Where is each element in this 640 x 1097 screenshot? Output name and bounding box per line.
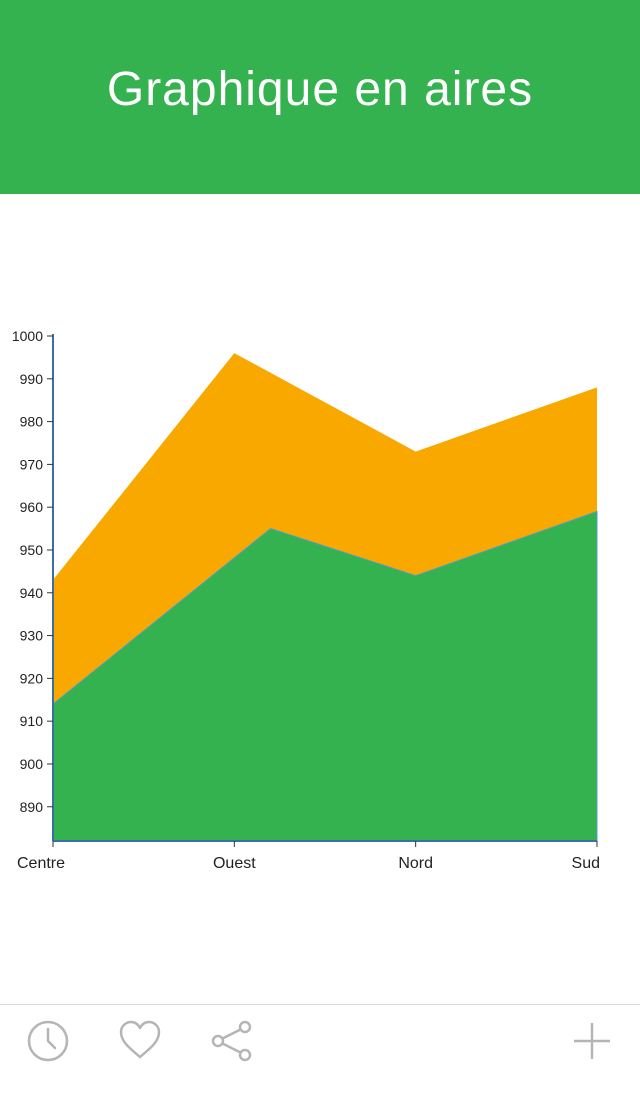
y-tick-label: 980 [20,414,44,430]
x-tick-label: Ouest [213,855,256,872]
share-icon[interactable] [210,1019,254,1063]
x-tick-label: Nord [398,855,433,872]
bottom-toolbar [0,1004,640,1097]
y-tick-label: 920 [20,670,44,686]
page-title: Graphique en aires [106,62,534,116]
area-chart: 890 900 910 920 930 940 950 960 970 980 990 1000 Ce… [12,328,600,872]
x-tick-label: Centre [17,855,65,872]
chart-axes [52,334,597,842]
y-tick-label: 1000 [12,328,43,344]
y-tick-label: 930 [20,628,44,644]
y-tick-label: 960 [20,499,44,515]
plus-icon[interactable] [570,1019,614,1063]
heart-icon[interactable] [118,1019,162,1063]
y-axis-ticks: 890 900 910 920 930 940 950 960 970 980 990 1000 [12,328,53,815]
clock-icon[interactable] [26,1019,70,1063]
chart-areas [52,353,598,842]
y-tick-label: 990 [20,371,44,387]
y-tick-label: 890 [20,799,44,815]
y-tick-label: 910 [20,713,44,729]
app-header: Graphique en aires [0,0,640,194]
y-tick-label: 900 [20,756,44,772]
x-axis-ticks: Centre Ouest Nord Sud [17,841,600,872]
x-tick-label: Sud [572,855,600,872]
y-tick-label: 970 [20,456,44,472]
y-tick-label: 950 [20,542,44,558]
y-tick-label: 940 [20,585,44,601]
